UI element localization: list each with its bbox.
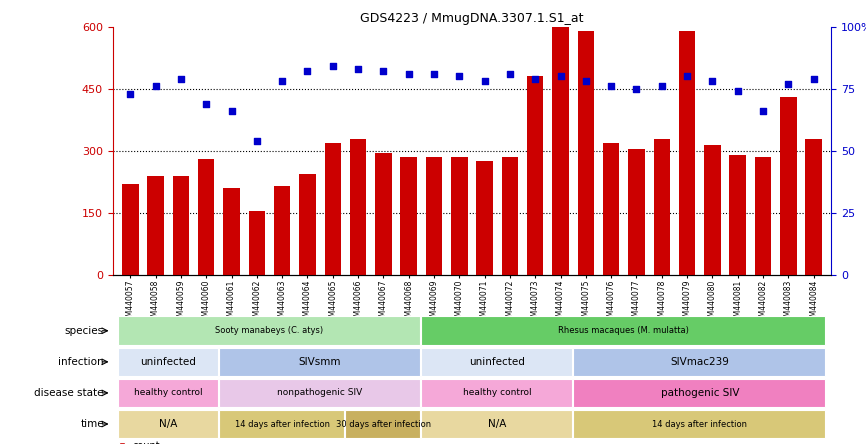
Bar [578, 31, 594, 275]
Bar [198, 159, 215, 275]
Bar [573, 410, 825, 438]
Bar [422, 348, 572, 376]
Point [326, 63, 339, 70]
Bar [501, 157, 518, 275]
Bar [476, 161, 493, 275]
Bar [325, 143, 341, 275]
Bar [553, 23, 569, 275]
Text: N/A: N/A [159, 419, 178, 429]
Point [756, 107, 770, 115]
Bar [729, 155, 746, 275]
Title: GDS4223 / MmugDNA.3307.1.S1_at: GDS4223 / MmugDNA.3307.1.S1_at [360, 12, 584, 25]
Bar [451, 157, 468, 275]
Text: SIVsmm: SIVsmm [299, 357, 341, 367]
Bar [422, 379, 572, 407]
Point [655, 83, 669, 90]
Text: 14 days after infection: 14 days after infection [652, 420, 747, 428]
Point [123, 90, 137, 97]
Bar [219, 348, 420, 376]
Bar [249, 211, 265, 275]
Bar [219, 379, 420, 407]
Legend: count, percentile rank within the sample: count, percentile rank within the sample [118, 440, 297, 444]
Bar [400, 157, 417, 275]
Bar [755, 157, 772, 275]
Point [807, 75, 821, 83]
Bar [805, 139, 822, 275]
Point [452, 73, 466, 80]
Point [427, 70, 441, 77]
Bar [573, 379, 825, 407]
Point [731, 88, 745, 95]
Text: healthy control: healthy control [463, 388, 532, 397]
Bar [426, 157, 443, 275]
Text: uninfected: uninfected [140, 357, 197, 367]
Text: pathogenic SIV: pathogenic SIV [661, 388, 739, 398]
Point [351, 65, 365, 72]
Bar [172, 176, 189, 275]
Text: 14 days after infection: 14 days after infection [235, 420, 330, 428]
Point [604, 83, 618, 90]
Bar [118, 348, 217, 376]
Point [680, 73, 694, 80]
Point [630, 85, 643, 92]
Point [149, 83, 163, 90]
Bar [704, 145, 721, 275]
Point [174, 75, 188, 83]
Point [199, 100, 213, 107]
Text: uninfected: uninfected [469, 357, 525, 367]
Text: healthy control: healthy control [134, 388, 203, 397]
Point [579, 78, 593, 85]
Bar [346, 410, 420, 438]
Bar [300, 174, 316, 275]
Text: SIVmac239: SIVmac239 [670, 357, 729, 367]
Point [250, 138, 264, 145]
Bar [527, 76, 544, 275]
Point [402, 70, 416, 77]
Bar [122, 184, 139, 275]
Bar [147, 176, 164, 275]
Point [224, 107, 238, 115]
Bar [223, 188, 240, 275]
Point [503, 70, 517, 77]
Point [706, 78, 720, 85]
Bar [219, 410, 344, 438]
Point [301, 68, 314, 75]
Bar [628, 149, 644, 275]
Text: nonpathogenic SIV: nonpathogenic SIV [277, 388, 363, 397]
Text: infection: infection [58, 357, 104, 367]
Text: 30 days after infection: 30 days after infection [336, 420, 431, 428]
Point [275, 78, 289, 85]
Point [377, 68, 391, 75]
Bar [350, 139, 366, 275]
Text: disease state: disease state [35, 388, 104, 398]
Text: time: time [81, 419, 104, 429]
Bar [422, 317, 825, 345]
Text: species: species [65, 326, 104, 336]
Bar [573, 348, 825, 376]
Bar [603, 143, 619, 275]
Text: Sooty manabeys (C. atys): Sooty manabeys (C. atys) [216, 326, 324, 335]
Point [528, 75, 542, 83]
Bar [118, 379, 217, 407]
Bar [118, 410, 217, 438]
Point [553, 73, 567, 80]
Point [781, 80, 795, 87]
Bar [780, 97, 797, 275]
Bar [654, 139, 670, 275]
Bar [274, 186, 290, 275]
Bar [375, 153, 391, 275]
Text: Rhesus macaques (M. mulatta): Rhesus macaques (M. mulatta) [559, 326, 689, 335]
Bar [118, 317, 420, 345]
Text: N/A: N/A [488, 419, 507, 429]
Bar [422, 410, 572, 438]
Bar [679, 31, 695, 275]
Point [478, 78, 492, 85]
